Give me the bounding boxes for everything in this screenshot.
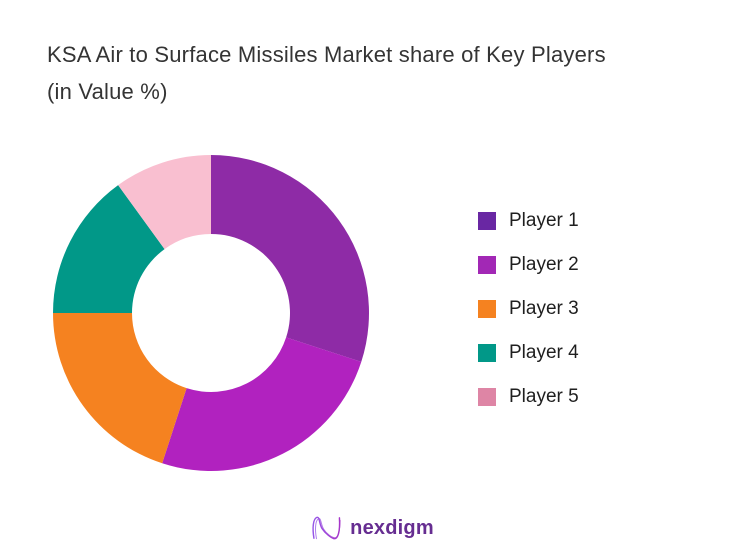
legend-item: Player 2 — [478, 252, 579, 278]
legend: Player 1 Player 2 Player 3 Player 4 Play… — [478, 208, 579, 428]
pie-slice-player-1 — [211, 155, 370, 362]
legend-swatch — [478, 300, 496, 318]
legend-swatch — [478, 256, 496, 274]
brand-wordmark: nexdigm — [350, 516, 434, 539]
legend-swatch — [478, 212, 496, 230]
brand-footer: nexdigm — [309, 513, 434, 543]
pie-slice-player-5 — [118, 155, 211, 250]
donut-chart — [53, 155, 370, 472]
legend-label: Player 5 — [509, 386, 579, 407]
legend-item: Player 4 — [478, 340, 579, 366]
legend-label: Player 1 — [509, 210, 579, 231]
legend-item: Player 3 — [478, 296, 579, 322]
legend-swatch — [478, 388, 496, 406]
legend-item: Player 5 — [478, 384, 579, 410]
chart-title: KSA Air to Surface Missiles Market share… — [47, 42, 606, 104]
nexdigm-wave-n-icon — [311, 516, 341, 540]
legend-label: Player 3 — [509, 298, 579, 319]
pie-slice-player-4 — [53, 185, 165, 313]
legend-label: Player 4 — [509, 342, 579, 363]
pie-slice-player-3 — [53, 313, 187, 464]
pie-slice-player-2 — [162, 337, 362, 472]
legend-swatch — [478, 344, 496, 362]
legend-item: Player 1 — [478, 208, 579, 234]
legend-label: Player 2 — [509, 254, 579, 275]
